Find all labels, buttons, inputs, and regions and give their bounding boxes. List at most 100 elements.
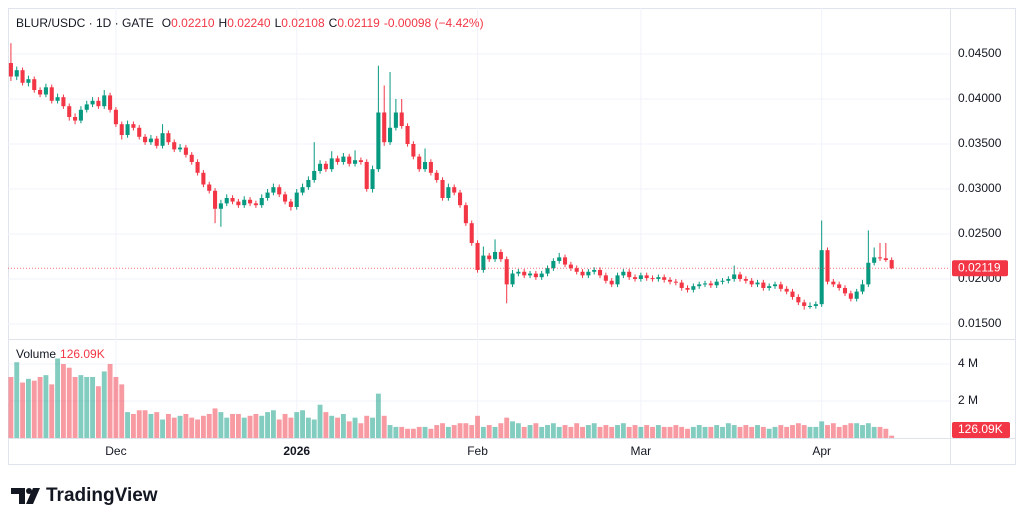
volume-bar	[504, 417, 510, 438]
candle-body	[49, 87, 54, 101]
volume-bar	[510, 421, 515, 438]
candle-body	[14, 70, 19, 77]
candle-body	[67, 106, 72, 117]
candle-body	[440, 179, 445, 198]
candle-body	[43, 87, 48, 95]
candle-body	[405, 125, 410, 144]
volume-bar	[527, 425, 533, 438]
volume-bar	[760, 426, 766, 438]
candle-body	[615, 275, 620, 285]
volume-bar	[673, 425, 679, 438]
volume-bar	[737, 426, 743, 438]
candle-body	[172, 142, 177, 150]
volume-bar	[801, 425, 807, 438]
candle-body	[481, 255, 486, 270]
candle-body	[580, 271, 585, 276]
candle-body	[323, 163, 328, 170]
candle-body	[242, 199, 247, 206]
candle-body	[218, 203, 223, 209]
volume-bar	[836, 426, 842, 438]
candle-body	[224, 197, 229, 204]
candle-body	[825, 250, 830, 282]
candle-body	[32, 79, 37, 90]
candle-body	[708, 283, 713, 286]
candle-body	[137, 127, 142, 137]
candle-body	[318, 163, 323, 171]
volume-bar	[387, 425, 393, 438]
candle-body	[644, 275, 649, 279]
volume-bar	[148, 413, 154, 438]
volume-bar	[300, 410, 305, 438]
candle-body	[382, 112, 387, 143]
volume-bar	[25, 378, 31, 438]
volume-bar	[270, 410, 276, 438]
x-tick-label: Apr	[812, 444, 831, 458]
candle-body	[446, 187, 451, 198]
volume-bar	[883, 428, 889, 438]
candle-body	[638, 275, 643, 279]
candle-body	[119, 124, 124, 135]
volume-bar	[95, 386, 101, 438]
volume-bar	[259, 415, 265, 438]
candle-body	[796, 296, 801, 303]
volume-bar	[655, 425, 661, 438]
volume-bar	[807, 426, 813, 438]
volume-bar	[661, 426, 667, 438]
volume-bar	[224, 417, 230, 438]
volume-bar	[714, 425, 720, 438]
volume-bar	[842, 425, 848, 438]
volume-bar	[317, 404, 323, 438]
volume-bar	[235, 413, 241, 438]
volume-bar	[130, 413, 136, 438]
volume-tick-label: 4 M	[958, 356, 978, 370]
brand: TradingView	[46, 485, 158, 506]
candle-body	[364, 161, 369, 189]
volume-bar	[288, 417, 294, 438]
volume-bar	[778, 425, 784, 438]
volume-bar	[49, 384, 55, 438]
volume-bar	[294, 412, 300, 438]
candle-body	[790, 291, 795, 297]
candle-body	[90, 100, 95, 105]
symbol: BLUR/USDC · 1D · GATE	[16, 16, 154, 30]
candle-body	[475, 242, 480, 270]
volume-bar	[8, 376, 14, 438]
candle-body	[306, 179, 311, 188]
volume-bar	[515, 423, 521, 438]
volume-bar	[480, 426, 486, 438]
candle-body	[271, 187, 276, 193]
candle-body	[434, 172, 439, 180]
candle-body	[393, 112, 398, 128]
candle-body	[778, 284, 783, 289]
candle-body	[720, 280, 725, 282]
y-tick-label: 0.01500	[958, 316, 1002, 330]
brand-logo	[11, 488, 40, 504]
volume-bar	[101, 371, 107, 438]
volume-bar	[463, 423, 469, 438]
candle-body	[889, 260, 894, 269]
volume-bar	[830, 423, 836, 438]
logo-t	[11, 488, 25, 504]
candle-body	[189, 154, 194, 162]
volume-bar	[183, 413, 189, 438]
volume-bar	[475, 415, 480, 438]
volume-bar	[860, 425, 865, 438]
volume-bar	[84, 376, 90, 438]
volume-bar	[370, 417, 375, 438]
volume-bar	[253, 413, 259, 438]
candle-body	[557, 257, 562, 261]
candle-body	[662, 277, 667, 280]
candle-body	[143, 136, 148, 143]
candle-body	[551, 260, 556, 269]
candle-body	[463, 205, 468, 224]
candle-body	[586, 271, 591, 276]
volume-bar	[113, 376, 119, 438]
last-price-label: 0.02119	[958, 260, 1001, 274]
candle-body	[767, 286, 772, 288]
candle-body	[510, 273, 515, 285]
volume-bar	[20, 382, 26, 438]
volume-bar	[521, 426, 527, 438]
candle-body	[807, 305, 813, 307]
candle-body	[702, 283, 708, 285]
